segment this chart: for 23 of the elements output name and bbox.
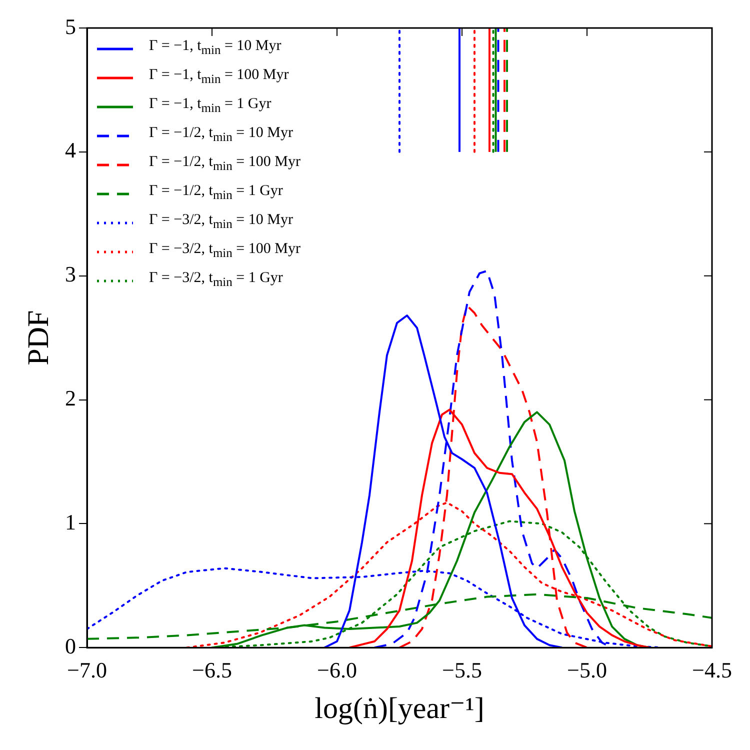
x-tick-label: −4.5 xyxy=(692,658,732,683)
legend-label: Γ = −1, t$_{min}$ = 100 Myr xyxy=(149,66,289,88)
legend-label: Γ = −3/2, t$_{min}$ = 10 Myr xyxy=(149,211,293,233)
legend-label: Γ = −1, t$_{min}$ = 10 Myr xyxy=(149,37,282,59)
legend-label: Γ = −1/2, t$_{min}$ = 100 Myr xyxy=(149,153,300,175)
x-tick-label: −7.0 xyxy=(67,658,107,683)
y-axis-title: PDF xyxy=(22,310,55,366)
x-tick-label: −6.0 xyxy=(317,658,357,683)
x-tick-label: −6.5 xyxy=(192,658,232,683)
legend-label: Γ = −3/2, t$_{min}$ = 100 Myr xyxy=(149,240,300,262)
x-tick-label: −5.0 xyxy=(567,658,607,683)
legend-label: Γ = −1/2, t$_{min}$ = 1 Gyr xyxy=(149,182,283,204)
y-tick-label: 0 xyxy=(65,633,76,658)
legend-label: Γ = −1, t$_{min}$ = 1 Gyr xyxy=(149,95,272,117)
y-tick-label: 1 xyxy=(65,509,76,534)
y-tick-label: 2 xyxy=(65,386,76,411)
legend-label: Γ = −3/2, t$_{min}$ = 1 Gyr xyxy=(149,269,283,291)
y-tick-label: 5 xyxy=(65,14,76,39)
y-tick-label: 4 xyxy=(65,138,76,163)
y-tick-label: 3 xyxy=(65,262,76,287)
x-tick-label: −5.5 xyxy=(442,658,482,683)
legend-label: Γ = −1/2, t$_{min}$ = 10 Myr xyxy=(149,124,293,146)
x-axis-title: log(ṅ)[year⁻¹] xyxy=(314,692,484,725)
